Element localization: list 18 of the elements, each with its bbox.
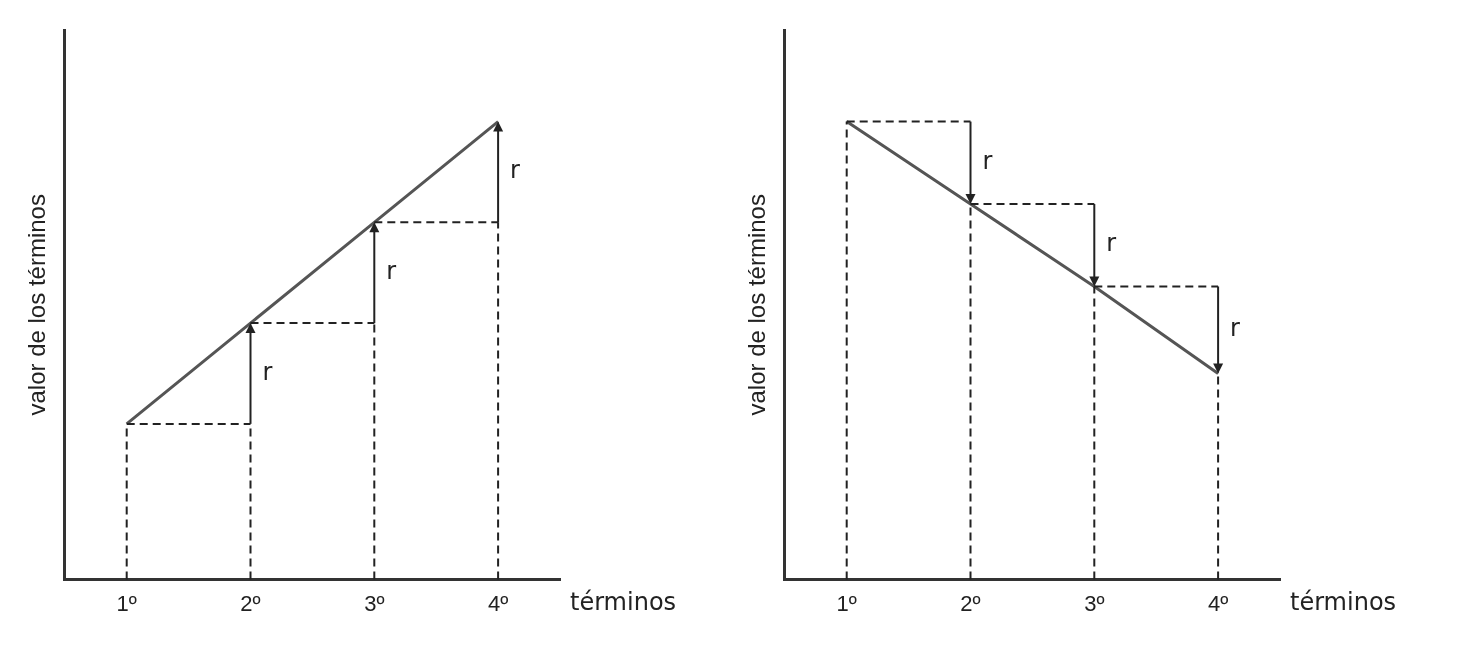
y-axis-title: valor de los términos: [743, 194, 771, 416]
y-axis-title: valor de los términos: [23, 194, 51, 416]
x-tick-label: 3º: [364, 590, 385, 616]
annotation: r: [510, 156, 521, 185]
x-axis-title: términos: [570, 587, 677, 616]
x-tick-label: 1º: [836, 590, 857, 616]
x-tick-label: 2º: [960, 590, 981, 616]
annotation: r: [1106, 229, 1117, 258]
x-tick-label: 2º: [240, 590, 261, 616]
x-tick-label: 4º: [1207, 590, 1229, 616]
annotation: r: [386, 256, 397, 285]
x-tick-label: 4º: [487, 590, 509, 616]
x-tick-label: 1º: [116, 590, 137, 616]
x-axis-title: términos: [1290, 587, 1397, 616]
annotation: r: [982, 147, 993, 176]
annotation: r: [262, 357, 273, 386]
annotation: r: [1230, 314, 1241, 343]
x-tick-label: 3º: [1084, 590, 1105, 616]
